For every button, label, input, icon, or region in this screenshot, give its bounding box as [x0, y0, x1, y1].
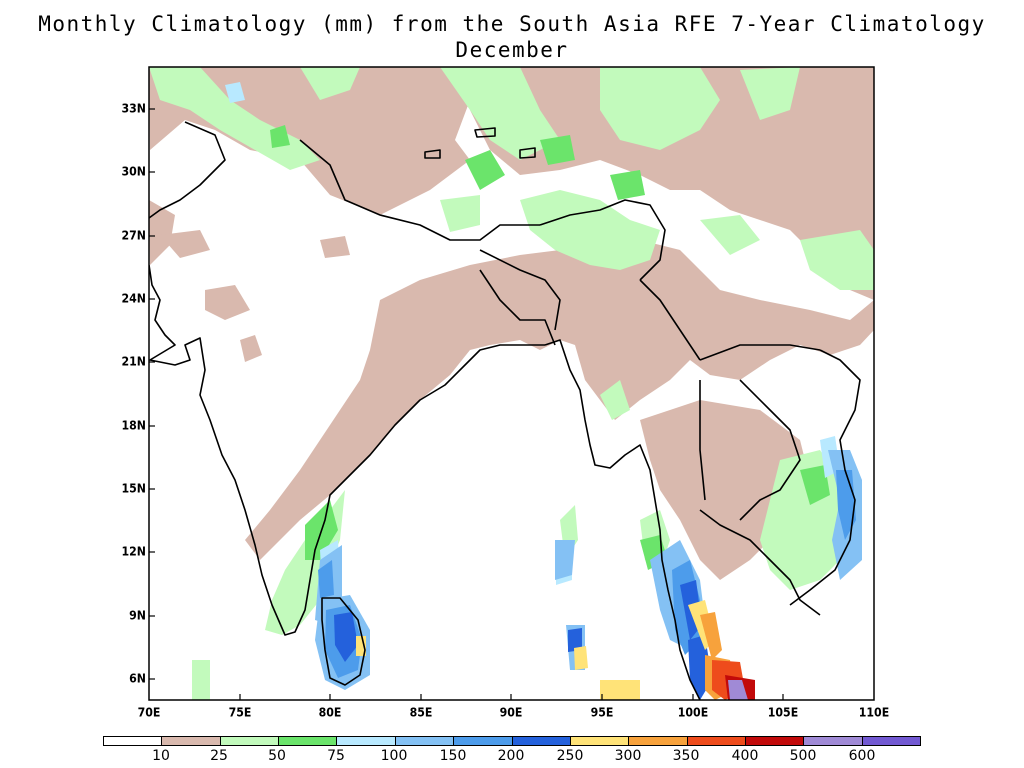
lat-tick-33n: 33N	[121, 101, 146, 116]
lat-tick-18n: 18N	[121, 418, 146, 433]
lat-tick-6n: 6N	[129, 671, 146, 686]
legend-label-600: 600	[848, 748, 876, 764]
lon-tick-80e: 80E	[318, 705, 342, 720]
lon-tick-110e: 110E	[858, 705, 890, 720]
rain-500-600	[728, 680, 748, 700]
lon-tick-70e: 70E	[137, 705, 161, 720]
legend-swatch-13	[862, 737, 921, 745]
legend-label-10: 10	[152, 748, 170, 764]
legend-swatch-10	[687, 737, 746, 745]
legend-swatch-3	[279, 737, 338, 745]
lat-tick-15n: 15N	[121, 481, 146, 496]
legend-label-25: 25	[210, 748, 228, 764]
legend-swatch-5	[395, 737, 455, 745]
legend-label-50: 50	[268, 748, 286, 764]
legend-swatch-2	[220, 737, 280, 745]
rainfall-fields	[149, 67, 874, 700]
lon-tick-95e: 95E	[590, 705, 614, 720]
legend-label-75: 75	[327, 748, 345, 764]
lat-tick-9n: 9N	[129, 608, 146, 623]
lat-tick-21n: 21N	[121, 354, 146, 369]
legend-label-500: 500	[789, 748, 817, 764]
color-legend-bar	[103, 736, 921, 746]
legend-label-150: 150	[439, 748, 467, 764]
legend-swatch-12	[804, 737, 863, 745]
chart-subtitle: December	[455, 38, 569, 62]
legend-swatch-8	[570, 737, 630, 745]
lat-tick-12n: 12N	[121, 544, 146, 559]
lat-tick-27n: 27N	[121, 228, 146, 243]
rain-10-25	[149, 67, 874, 580]
legend-swatch-7	[512, 737, 571, 745]
legend-label-350: 350	[672, 748, 700, 764]
lon-tick-75e: 75E	[228, 705, 252, 720]
chart-title: Monthly Climatology (mm) from the South …	[38, 12, 986, 36]
legend-swatch-4	[337, 737, 396, 745]
lon-tick-90e: 90E	[499, 705, 523, 720]
legend-label-300: 300	[614, 748, 642, 764]
legend-swatch-6	[454, 737, 513, 745]
legend-swatch-0	[104, 737, 163, 745]
legend-label-100: 100	[380, 748, 408, 764]
legend-label-200: 200	[497, 748, 525, 764]
legend-swatch-9	[629, 737, 688, 745]
lon-tick-85e: 85E	[409, 705, 433, 720]
legend-label-250: 250	[556, 748, 584, 764]
rain-50-75	[270, 125, 830, 570]
legend-label-400: 400	[731, 748, 759, 764]
coastlines	[149, 121, 861, 700]
legend-swatch-11	[745, 737, 805, 745]
lat-tick-30n: 30N	[121, 164, 146, 179]
axis-ticks	[149, 108, 784, 700]
lat-tick-24n: 24N	[121, 291, 146, 306]
lon-tick-105e: 105E	[767, 705, 799, 720]
lon-tick-100e: 100E	[677, 705, 709, 720]
legend-swatch-1	[162, 737, 221, 745]
